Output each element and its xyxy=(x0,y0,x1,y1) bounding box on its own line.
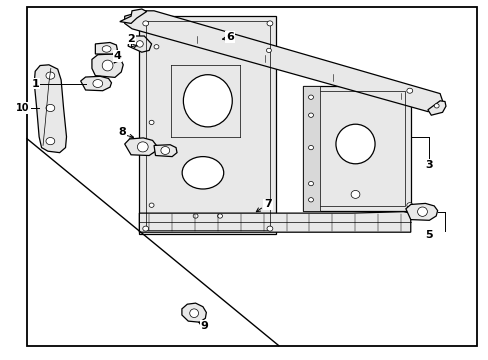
Ellipse shape xyxy=(266,48,271,53)
Ellipse shape xyxy=(433,104,438,108)
Ellipse shape xyxy=(149,120,154,125)
Ellipse shape xyxy=(305,203,311,208)
Polygon shape xyxy=(303,86,410,211)
Text: 6: 6 xyxy=(225,32,233,42)
Text: 7: 7 xyxy=(264,199,271,210)
Polygon shape xyxy=(95,42,117,54)
Ellipse shape xyxy=(308,198,313,202)
Ellipse shape xyxy=(308,95,313,99)
Text: 4: 4 xyxy=(113,51,121,61)
Bar xyxy=(303,86,320,211)
Ellipse shape xyxy=(350,190,359,198)
Polygon shape xyxy=(139,212,410,232)
Ellipse shape xyxy=(308,145,313,150)
Text: 3: 3 xyxy=(425,159,432,170)
Ellipse shape xyxy=(308,113,313,117)
Ellipse shape xyxy=(149,149,154,153)
Ellipse shape xyxy=(266,21,272,26)
Text: 5: 5 xyxy=(425,230,432,240)
Polygon shape xyxy=(427,101,445,115)
Polygon shape xyxy=(124,11,442,112)
Text: 2: 2 xyxy=(127,33,135,44)
Ellipse shape xyxy=(46,104,55,112)
Ellipse shape xyxy=(161,147,169,154)
Ellipse shape xyxy=(142,21,148,26)
Ellipse shape xyxy=(217,214,222,218)
Ellipse shape xyxy=(142,226,148,231)
Polygon shape xyxy=(81,76,111,91)
Ellipse shape xyxy=(189,309,198,318)
Ellipse shape xyxy=(46,72,55,79)
Ellipse shape xyxy=(149,203,154,207)
Polygon shape xyxy=(124,138,156,156)
Ellipse shape xyxy=(335,124,374,164)
Ellipse shape xyxy=(102,46,111,52)
Ellipse shape xyxy=(193,214,198,218)
Ellipse shape xyxy=(154,45,159,49)
Polygon shape xyxy=(182,303,206,322)
Polygon shape xyxy=(34,65,66,153)
Polygon shape xyxy=(128,36,151,52)
Polygon shape xyxy=(120,9,146,23)
Ellipse shape xyxy=(93,80,102,87)
Text: 10: 10 xyxy=(16,103,30,113)
Ellipse shape xyxy=(46,138,55,145)
Text: 1: 1 xyxy=(32,78,40,89)
Polygon shape xyxy=(139,16,276,234)
Ellipse shape xyxy=(102,60,113,71)
Ellipse shape xyxy=(417,207,427,216)
Ellipse shape xyxy=(305,88,311,93)
Ellipse shape xyxy=(266,226,272,231)
Bar xyxy=(145,21,269,230)
Polygon shape xyxy=(92,54,123,77)
Ellipse shape xyxy=(182,157,223,189)
Polygon shape xyxy=(405,203,437,220)
Ellipse shape xyxy=(137,142,148,152)
Ellipse shape xyxy=(183,75,232,127)
Polygon shape xyxy=(154,145,177,157)
Bar xyxy=(308,91,404,206)
Ellipse shape xyxy=(406,88,412,93)
Text: 9: 9 xyxy=(200,321,208,331)
Ellipse shape xyxy=(308,181,313,186)
Text: 8: 8 xyxy=(118,127,126,138)
Ellipse shape xyxy=(136,41,143,47)
Ellipse shape xyxy=(406,203,412,208)
